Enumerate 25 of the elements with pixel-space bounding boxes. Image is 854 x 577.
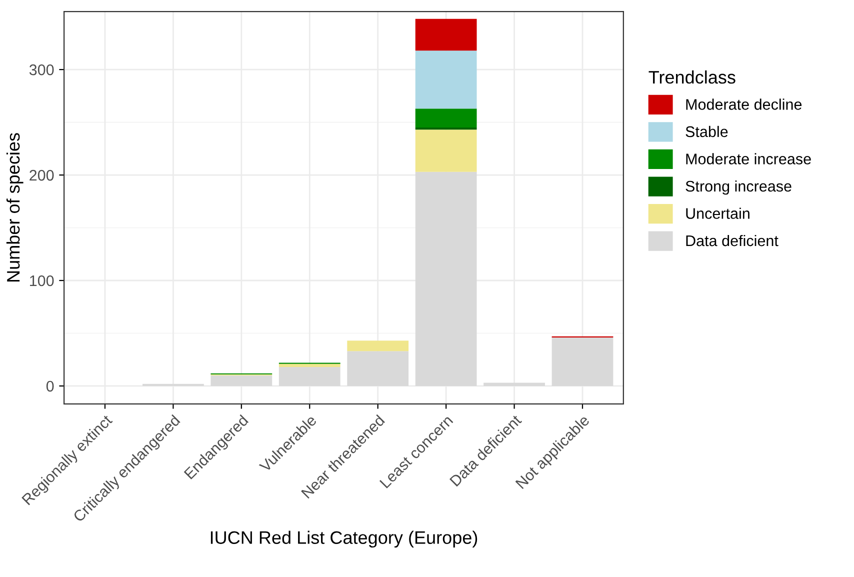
bar [347,351,409,386]
y-tick-label: 0 [46,380,54,392]
bar [552,337,614,386]
bar [484,382,545,386]
legend-label: Data deficient [686,234,778,246]
bar [415,18,477,51]
y-axis-title: Number of species [6,133,24,282]
x-axis-title: IUCN Red List Category (Europe) [210,530,478,548]
bar [210,375,272,386]
y-tick-label: 200 [30,170,54,181]
bar [415,108,477,128]
y-tick-label: 300 [29,64,54,76]
bar [415,50,477,109]
y-tick-label: 100 [30,275,54,286]
bar [415,172,477,386]
legend-title: Trendclass [648,70,736,84]
legend-label: Moderate decline [686,98,802,110]
bar [278,366,340,386]
legend-label: Uncertain [686,208,750,219]
legend-label: Strong increase [686,180,792,195]
legend-label: Moderate increase [686,153,811,164]
bar [415,130,477,172]
bar [278,364,340,367]
bar [347,340,409,352]
legend-label: Stable [686,126,728,138]
